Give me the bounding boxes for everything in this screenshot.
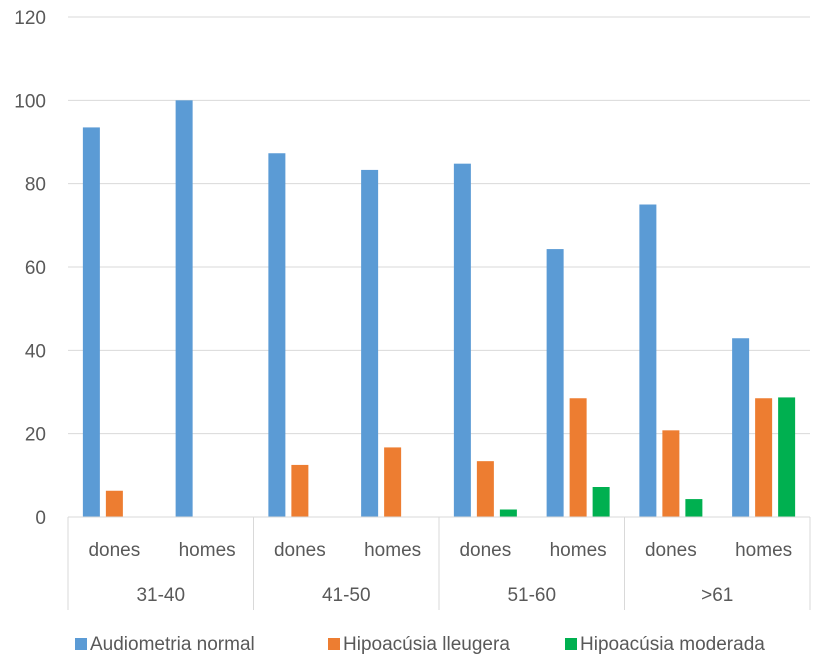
bar-normal-2 xyxy=(268,153,286,517)
bar-normal-3 xyxy=(361,169,379,517)
bar-lleugera-3 xyxy=(384,447,402,517)
x-category-label: dones xyxy=(88,540,140,561)
y-tick-label: 0 xyxy=(35,508,46,529)
bar-moderada-7 xyxy=(778,397,796,517)
bar-moderada-6 xyxy=(685,499,703,517)
x-group-label: 51-60 xyxy=(507,585,556,606)
x-category-label: homes xyxy=(364,540,421,561)
legend-label-moderada: Hipoacúsia moderada xyxy=(580,634,765,655)
bar-lleugera-6 xyxy=(662,430,680,517)
bar-normal-7 xyxy=(732,338,750,517)
x-group-label: >61 xyxy=(701,585,733,606)
legend-swatch-lleugera xyxy=(328,638,340,650)
x-category-label: homes xyxy=(550,540,607,561)
legend: Audiometria normal Hipoacúsia lleugera Hip… xyxy=(75,634,765,655)
bar-normal-0 xyxy=(82,127,100,518)
y-tick-label: 20 xyxy=(25,425,46,446)
legend-label-lleugera: Hipoacúsia lleugera xyxy=(343,634,510,655)
x-axis: dones homes 31-40 dones homes 41-50 dones homes… xyxy=(67,516,811,610)
x-category-label: dones xyxy=(274,540,326,561)
bar-normal-1 xyxy=(175,100,193,517)
x-category-label: dones xyxy=(459,540,511,561)
x-category-label: dones xyxy=(645,540,697,561)
bars xyxy=(82,100,796,518)
bar-lleugera-2 xyxy=(291,464,309,517)
x-category-label: homes xyxy=(179,540,236,561)
bar-lleugera-0 xyxy=(105,490,123,517)
legend-swatch-normal xyxy=(75,638,87,650)
y-tick-label: 100 xyxy=(14,91,46,112)
bar-normal-5 xyxy=(546,249,564,518)
bar-moderada-5 xyxy=(592,487,610,517)
x-category-label: homes xyxy=(735,540,792,561)
bar-lleugera-7 xyxy=(755,398,773,517)
x-group-label: 41-50 xyxy=(322,585,371,606)
bar-lleugera-5 xyxy=(569,398,587,517)
bar-lleugera-4 xyxy=(476,461,494,517)
y-tick-label: 40 xyxy=(25,341,46,362)
legend-label-normal: Audiometria normal xyxy=(90,634,255,655)
bar-moderada-4 xyxy=(499,509,517,517)
legend-swatch-moderada xyxy=(565,638,577,650)
bar-normal-4 xyxy=(453,163,471,517)
bar-normal-6 xyxy=(639,204,657,517)
y-tick-label: 60 xyxy=(25,258,46,279)
y-axis: 0 20 40 60 80 100 120 xyxy=(14,8,46,529)
y-tick-label: 80 xyxy=(25,175,46,196)
x-group-label: 31-40 xyxy=(136,585,185,606)
y-tick-label: 120 xyxy=(14,8,46,29)
